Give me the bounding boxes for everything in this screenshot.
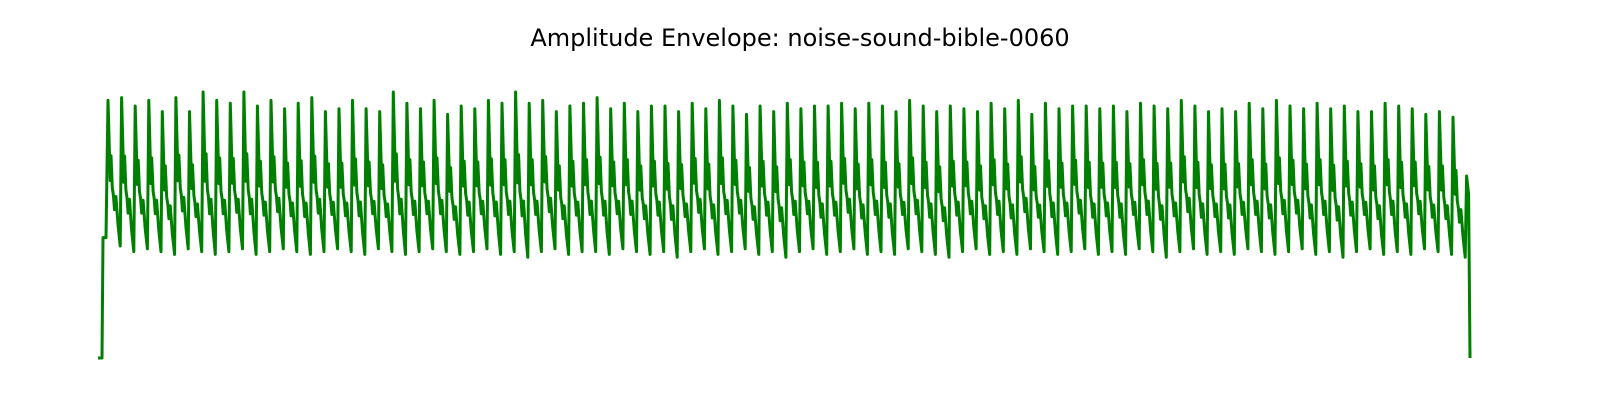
envelope-line <box>98 90 1472 360</box>
plot-area <box>98 90 1472 360</box>
chart-title: Amplitude Envelope: noise-sound-bible-00… <box>530 24 1070 52</box>
